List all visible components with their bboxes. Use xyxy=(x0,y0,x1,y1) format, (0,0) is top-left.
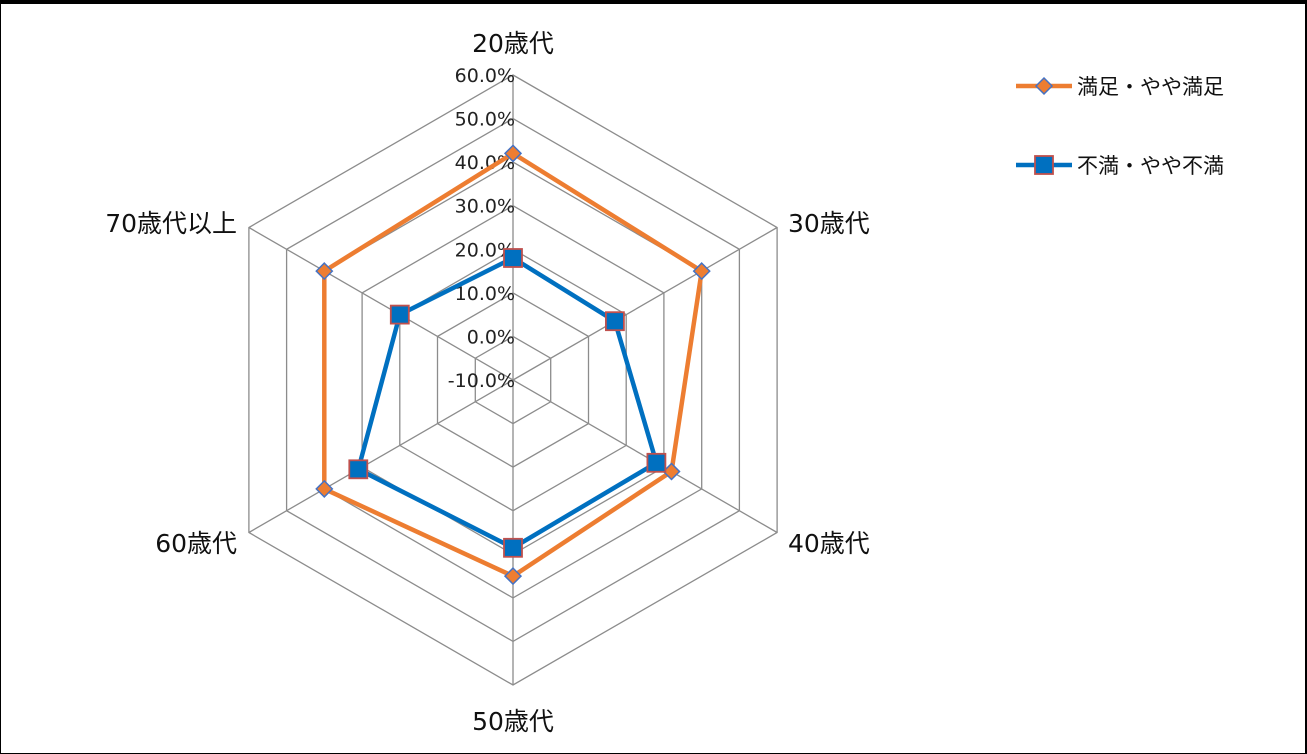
data-point xyxy=(503,248,523,268)
spoke-4 xyxy=(248,379,514,534)
series-layer xyxy=(315,144,711,586)
data-point xyxy=(503,537,523,558)
spoke-2 xyxy=(512,379,778,534)
spoke-1 xyxy=(512,226,778,381)
data-point xyxy=(605,311,625,332)
tick-label: 50.0% xyxy=(455,109,515,131)
data-point xyxy=(646,452,667,473)
legend-label: 不満・やや不満 xyxy=(1077,154,1224,178)
data-point xyxy=(315,479,334,498)
legend-label: 満足・やや満足 xyxy=(1077,75,1224,99)
category-label: 20歳代 xyxy=(472,29,554,58)
data-point xyxy=(348,459,369,480)
tick-label: 10.0% xyxy=(455,283,515,305)
tick-label: -10.0% xyxy=(448,370,515,392)
spoke-5 xyxy=(248,226,514,381)
category-label: 60歳代 xyxy=(155,529,237,558)
legend-entry: 不満・やや不満 xyxy=(1016,154,1224,178)
category-label: 70歳代以上 xyxy=(105,209,237,238)
tick-labels: -10.0% 0.0% 10.0% 20.0% 30.0% 40.0% 50.0% 60.0% xyxy=(448,65,515,392)
category-labels: 20歳代 30歳代 40歳代 50歳代 60歳代 70歳代以上 xyxy=(105,29,870,736)
data-point xyxy=(503,567,523,586)
chart-frame-top-border xyxy=(0,0,1307,4)
legend-marker xyxy=(1034,155,1054,175)
category-label: 30歳代 xyxy=(788,209,870,238)
data-point xyxy=(692,262,711,281)
tick-label: 0.0% xyxy=(467,326,515,348)
legend-marker xyxy=(1034,76,1054,96)
tick-label: 40.0% xyxy=(455,152,515,174)
series-0 xyxy=(315,144,711,586)
tick-label: 30.0% xyxy=(455,196,515,218)
series-1 xyxy=(348,248,667,558)
data-point xyxy=(503,144,523,163)
category-label: 40歳代 xyxy=(788,529,870,558)
data-point xyxy=(315,262,334,281)
tick-label: 60.0% xyxy=(455,65,515,87)
data-point xyxy=(389,304,410,325)
legend-entry: 満足・やや満足 xyxy=(1016,75,1224,99)
tick-label: 20.0% xyxy=(455,239,515,261)
category-label: 50歳代 xyxy=(472,707,554,736)
